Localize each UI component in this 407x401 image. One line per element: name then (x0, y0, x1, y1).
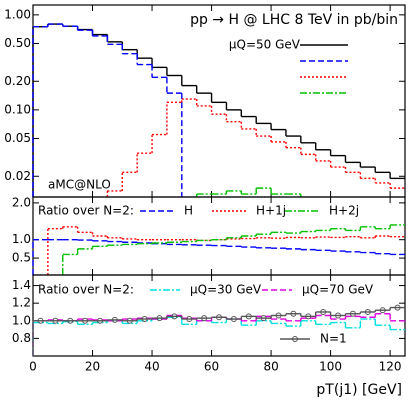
marker (260, 315, 267, 322)
marker (230, 316, 237, 323)
marker (37, 317, 44, 324)
legend-title: Ratio over N=2: (38, 283, 134, 297)
y-tick-label: 1.00 (4, 7, 31, 21)
x-tick-label: 0 (29, 360, 37, 374)
y-tick-label: 2.0 (12, 195, 31, 209)
legend-label: H+2j (329, 204, 359, 218)
marker (364, 308, 371, 315)
marker (171, 313, 178, 320)
marker (67, 317, 74, 324)
marker (111, 316, 118, 323)
legend-label: H+1j (256, 204, 286, 218)
marker (335, 312, 342, 319)
x-tick-label: 100 (319, 360, 342, 374)
x-axis-label: pT(j1) [GeV] (316, 382, 402, 398)
legend-title: μQ=50 GeV (229, 38, 301, 52)
marker (186, 316, 193, 323)
y-tick-label: 1.2 (12, 296, 31, 310)
marker (275, 312, 282, 319)
y-tick-label: 0.20 (4, 74, 31, 88)
marker (141, 316, 148, 323)
marker (216, 314, 222, 321)
x-tick-label: 20 (85, 360, 100, 374)
legend-label: μQ=30 GeV (190, 283, 262, 297)
marker (290, 310, 297, 317)
y-tick-label: 0.5 (12, 251, 31, 265)
legend-label: μQ=70 GeV (302, 283, 374, 297)
chart-title: pp → H @ LHC 8 TeV in pb/bin (190, 12, 398, 28)
legend-title: Ratio over N=2: (38, 204, 134, 218)
marker (379, 307, 386, 314)
x-tick-label: 120 (379, 360, 402, 374)
y-tick-label: 1.0 (12, 313, 31, 327)
x-tick-label: 60 (204, 360, 219, 374)
marker (52, 317, 59, 324)
y-tick-label: 0.10 (4, 102, 31, 116)
y-tick-label: 0.05 (4, 131, 31, 145)
panel-frame (32, 4, 406, 198)
y-tick-label: 1.0 (12, 232, 31, 246)
marker (245, 313, 252, 320)
y-tick-label: 0.02 (4, 169, 31, 183)
marker (349, 310, 356, 317)
marker (305, 313, 312, 320)
marker (320, 308, 327, 315)
x-tick-label: 80 (263, 360, 278, 374)
marker (394, 304, 401, 311)
marker (82, 317, 89, 324)
y-tick-label: 1.4 (12, 278, 31, 292)
annotation: aMC@NLO (48, 178, 111, 192)
y-tick-label: 0.50 (4, 36, 31, 50)
legend-marker (292, 336, 298, 342)
x-tick-label: 40 (144, 360, 159, 374)
legend-label: H (184, 204, 193, 218)
marker (156, 315, 163, 322)
marker (126, 317, 133, 324)
legend-label: N=1 (320, 332, 347, 346)
panel-frame (32, 274, 406, 357)
y-tick-label: 0.8 (12, 331, 31, 345)
marker (96, 317, 103, 324)
marker (201, 315, 208, 322)
